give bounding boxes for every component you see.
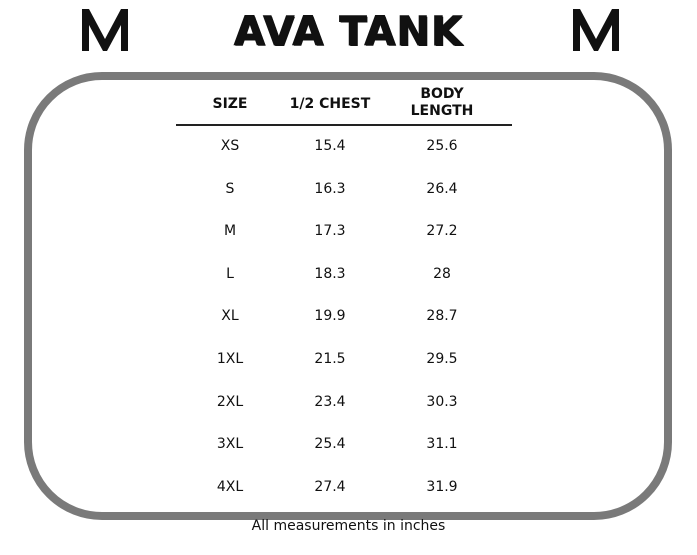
length-cell: 26.4 — [426, 180, 458, 197]
size-cell: M — [223, 223, 237, 240]
table-header: SIZE 1/2 CHEST BODY LENGTH — [176, 84, 512, 126]
chest-cell: 25.4 — [314, 436, 346, 453]
header-body-line1: BODY — [420, 86, 464, 102]
length-cell: 28.7 — [426, 308, 458, 325]
chest-cell: 27.4 — [314, 478, 346, 495]
header-chest: 1/2 CHEST — [289, 96, 371, 112]
table-row: 1XL 21.5 29.5 — [176, 349, 512, 369]
size-cell: 4XL — [216, 478, 244, 495]
size-cell: 1XL — [216, 351, 244, 367]
chest-cell: 16.3 — [314, 180, 346, 197]
length-cell: 29.5 — [426, 351, 458, 367]
chest-cell: 18.3 — [314, 265, 346, 282]
size-cell: S — [225, 180, 235, 197]
chest-cell: 17.3 — [314, 223, 346, 240]
table-row: XS 15.4 25.6 — [176, 136, 512, 156]
header-size: SIZE — [212, 96, 248, 112]
size-cell: 3XL — [216, 436, 244, 453]
size-cell: 2XL — [216, 393, 244, 410]
header-body: BODY LENGTH — [392, 86, 492, 120]
v-brand-logo-icon — [573, 9, 619, 51]
table-row: 4XL 27.4 31.9 — [176, 477, 512, 497]
v-brand-logo-icon — [82, 9, 128, 51]
size-cell: XL — [221, 308, 239, 325]
table-row: 2XL 23.4 30.3 — [176, 392, 512, 412]
chest-cell: 21.5 — [314, 351, 346, 367]
size-chart-table: SIZE 1/2 CHEST BODY LENGTH XS 15.4 25.6 S 16… — [176, 84, 512, 495]
table-row: S 16.3 26.4 — [176, 179, 512, 199]
length-cell: 30.3 — [426, 393, 458, 410]
length-cell: 28 — [433, 265, 451, 282]
chest-cell: 15.4 — [314, 138, 346, 154]
size-cell: L — [226, 265, 234, 282]
page-title: AVA TANK — [234, 9, 463, 56]
size-cell: XS — [220, 138, 240, 154]
length-cell: 27.2 — [426, 223, 458, 240]
table-row: L 18.3 28 — [176, 264, 512, 284]
table-row: 3XL 25.4 31.1 — [176, 434, 512, 454]
footnote: All measurements in inches — [251, 518, 446, 534]
header-body-line2: LENGTH — [410, 103, 474, 119]
table-row: M 17.3 27.2 — [176, 221, 512, 241]
length-cell: 31.9 — [426, 478, 458, 495]
length-cell: 25.6 — [426, 138, 458, 154]
size-chart-frame — [24, 72, 672, 520]
table-row: XL 19.9 28.7 — [176, 306, 512, 326]
chest-cell: 23.4 — [314, 393, 346, 410]
chest-cell: 19.9 — [314, 308, 346, 325]
length-cell: 31.1 — [426, 436, 458, 453]
